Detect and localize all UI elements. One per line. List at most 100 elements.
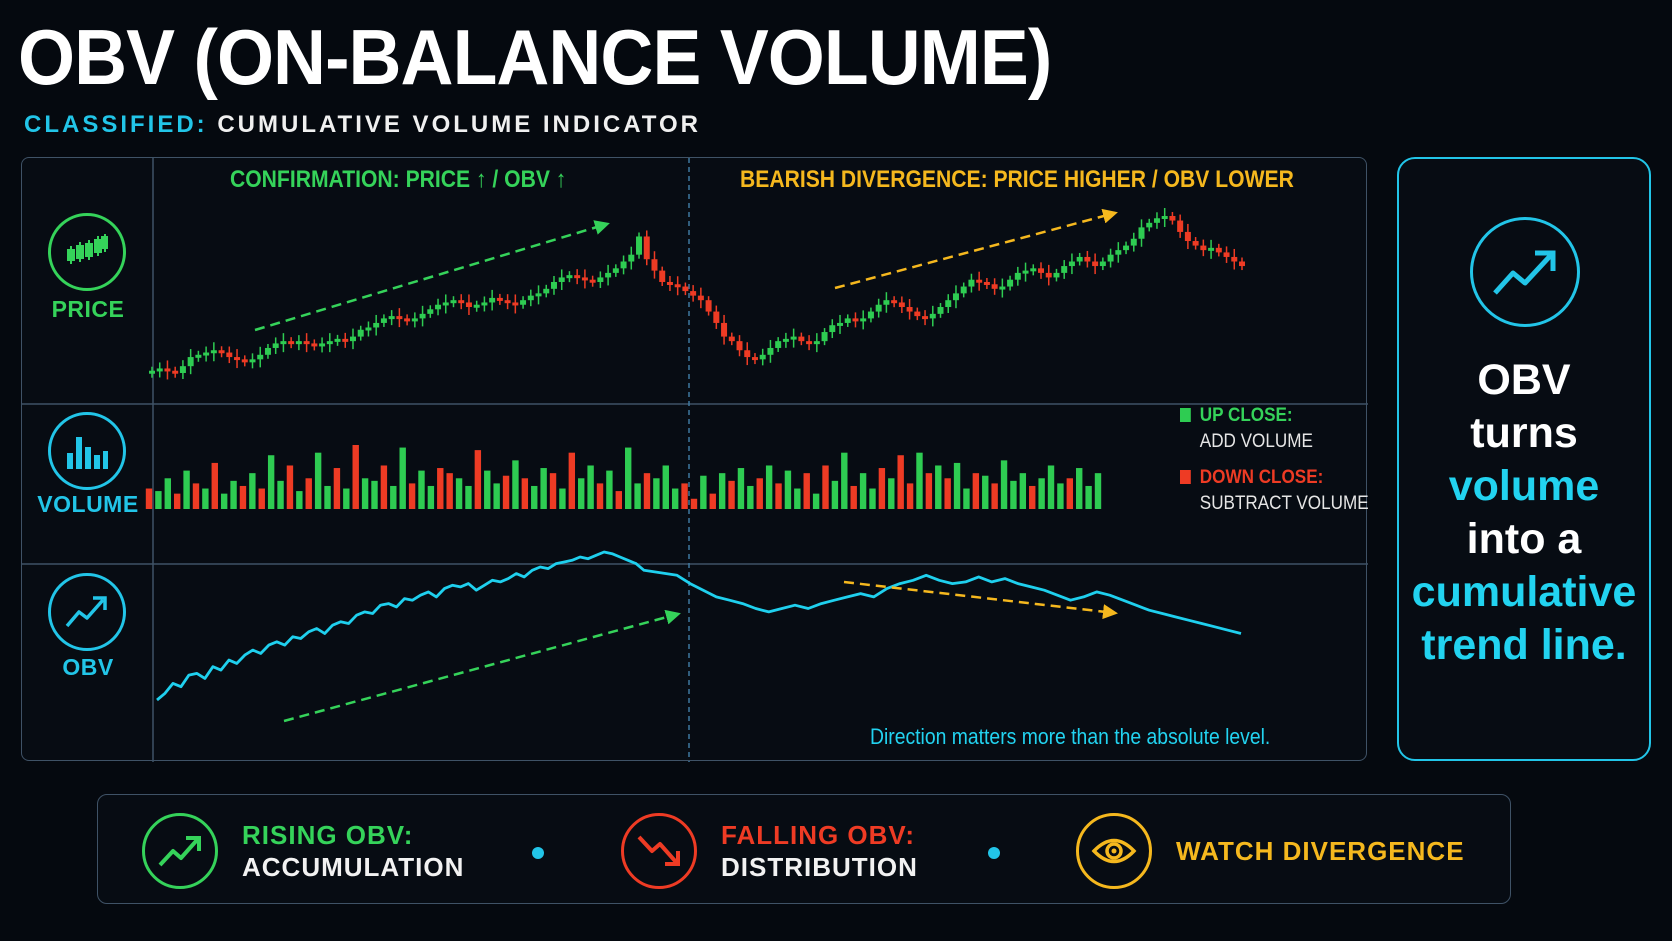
price-candle [1138, 219, 1145, 247]
volume-bar [258, 488, 265, 509]
volume-bar [521, 478, 529, 509]
side-line-5: cumulative [1411, 568, 1637, 616]
price-candle [504, 294, 511, 310]
volume-bar [314, 452, 322, 509]
price-candle [844, 314, 851, 327]
down-swatch [1180, 470, 1191, 484]
price-candle [450, 296, 457, 308]
price-candle [1076, 252, 1083, 266]
rising-text: ACCUMULATION [242, 852, 465, 882]
price-candle [636, 232, 643, 259]
price-candle [496, 293, 503, 305]
price-candle [666, 275, 673, 291]
price-candle [1099, 257, 1106, 271]
price-candle [195, 350, 202, 362]
volume-bar [1057, 483, 1064, 509]
price-candle [1161, 208, 1168, 227]
price-candle [821, 328, 828, 346]
price-candle [898, 296, 905, 314]
volume-bar [305, 478, 312, 509]
volume-bar [371, 480, 378, 509]
volume-bar [709, 493, 716, 509]
price-candle [210, 342, 217, 362]
volume-bar [446, 473, 453, 509]
price-candle [357, 325, 364, 341]
volume-bars [145, 445, 1102, 509]
side-line-2: turns [1470, 409, 1578, 457]
price-candle [226, 346, 233, 364]
price-candle [295, 335, 302, 351]
volume-bar [437, 468, 444, 509]
price-candle [411, 312, 418, 328]
price-candle [999, 278, 1006, 298]
price-candle [1153, 212, 1160, 229]
volume-bar [615, 491, 623, 509]
trend-up-icon [65, 596, 107, 628]
legend-up-key: UP CLOSE: [1199, 405, 1293, 426]
volume-bar [540, 468, 547, 509]
volume-legend: UP CLOSE: ADD VOLUME DOWN CLOSE: SUBTRAC… [1180, 403, 1369, 517]
price-candle [203, 346, 210, 362]
volume-bar [361, 478, 369, 509]
price-candle [860, 310, 867, 330]
volume-bar [803, 473, 810, 509]
price-divergence-arrow [834, 208, 1118, 290]
obv-row-label: OBV [62, 654, 114, 680]
chart-svg [22, 158, 1368, 762]
price-candle [782, 332, 789, 348]
volume-bar [963, 488, 970, 509]
volume-bar [784, 470, 792, 509]
price-candle [241, 355, 248, 367]
volume-bar [220, 493, 228, 509]
legend-up: UP CLOSE: [1180, 403, 1369, 429]
price-candle [326, 333, 333, 353]
volume-bar [484, 470, 491, 509]
volume-bar [888, 478, 895, 509]
price-candle [149, 366, 155, 378]
direction-note: Direction matters more than the absolute… [870, 724, 1271, 749]
side-line-1: OBV [1477, 356, 1571, 404]
price-candle [790, 328, 797, 348]
volume-bar [427, 485, 435, 509]
volume-bar [568, 452, 576, 509]
price-candle [249, 353, 256, 369]
price-candle [1115, 242, 1122, 263]
volume-bar [991, 483, 998, 509]
volume-bar [878, 468, 886, 509]
price-candle [628, 246, 635, 270]
page-title: OBV (ON-BALANCE VOLUME) [18, 13, 1052, 101]
volume-bar [869, 488, 876, 509]
price-candle [465, 294, 472, 316]
price-candle [574, 269, 581, 285]
volume-bar [718, 473, 726, 509]
price-candle [991, 278, 998, 295]
rising-title: RISING OBV: [242, 820, 414, 850]
volume-bar [1000, 460, 1008, 509]
volume-bar [296, 491, 303, 509]
price-candle [728, 332, 735, 346]
volume-bar [643, 473, 651, 509]
volume-bar [286, 465, 294, 509]
chart-panel: PRICE VOLUME OBV CONFIRMATION: PRICE ↑ /… [21, 157, 1369, 762]
price-candle [1007, 275, 1014, 291]
price-candle [1239, 257, 1245, 271]
price-candle [481, 296, 488, 312]
price-candle [744, 342, 751, 366]
volume-bar [812, 493, 820, 509]
volume-bar [211, 462, 218, 509]
price-candle [960, 282, 967, 298]
up-swatch [1180, 408, 1191, 422]
volume-bar [982, 475, 989, 509]
price-candle [1231, 248, 1238, 270]
rising-obv-item: RISING OBV: ACCUMULATION [142, 813, 464, 889]
price-candle [937, 303, 944, 318]
eye-icon [1091, 838, 1137, 864]
volume-bar [1038, 478, 1045, 509]
price-candle [643, 230, 650, 266]
price-candle [543, 284, 550, 298]
volume-bar [202, 488, 209, 509]
price-candle [419, 305, 426, 327]
rising-icon-circle [142, 813, 218, 889]
price-candle [1038, 262, 1045, 279]
price-candle [736, 335, 743, 357]
